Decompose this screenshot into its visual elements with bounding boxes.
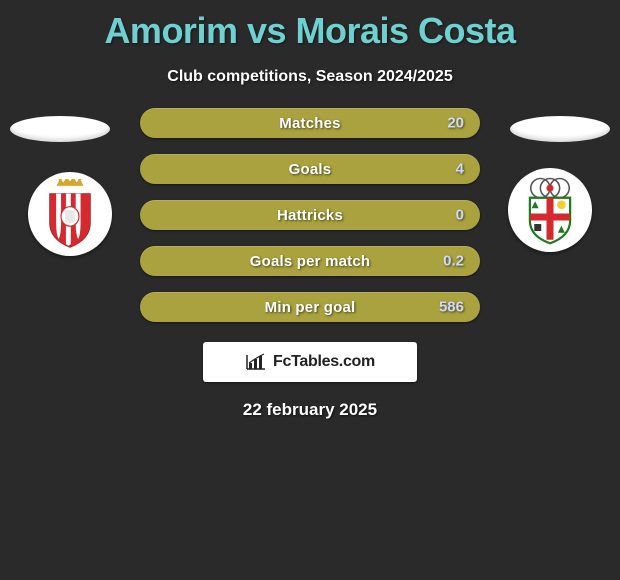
stat-label: Goals bbox=[289, 161, 332, 178]
comparison-section: Matches 20 Goals 4 Hattricks 0 Goals per… bbox=[0, 108, 620, 420]
stat-row-hattricks: Hattricks 0 bbox=[140, 200, 480, 230]
stat-label: Min per goal bbox=[265, 299, 356, 316]
page-title: Amorim vs Morais Costa bbox=[0, 0, 620, 52]
stat-rows: Matches 20 Goals 4 Hattricks 0 Goals per… bbox=[140, 108, 480, 322]
branding-badge[interactable]: FcTables.com bbox=[203, 342, 417, 382]
stat-value: 0 bbox=[456, 207, 464, 224]
stat-label: Hattricks bbox=[277, 207, 343, 224]
team-badge-left bbox=[28, 172, 112, 256]
stat-value: 20 bbox=[447, 115, 464, 132]
stat-value: 0.2 bbox=[443, 253, 464, 270]
team-badge-right bbox=[508, 168, 592, 252]
stat-value: 4 bbox=[456, 161, 464, 178]
stat-label: Goals per match bbox=[250, 253, 371, 270]
chart-bar-icon bbox=[245, 353, 267, 371]
stat-row-matches: Matches 20 bbox=[140, 108, 480, 138]
stat-row-min-per-goal: Min per goal 586 bbox=[140, 292, 480, 322]
stat-label: Matches bbox=[279, 115, 340, 132]
penafiel-crest-icon bbox=[35, 179, 105, 249]
decorative-oval-left bbox=[10, 116, 110, 142]
decorative-oval-right bbox=[510, 116, 610, 142]
stat-value: 586 bbox=[439, 299, 464, 316]
stat-row-goals: Goals 4 bbox=[140, 154, 480, 184]
footer-date: 22 february 2025 bbox=[0, 400, 620, 420]
page-subtitle: Club competitions, Season 2024/2025 bbox=[0, 68, 620, 86]
branding-text: FcTables.com bbox=[273, 353, 375, 371]
pacos-crest-icon bbox=[515, 175, 585, 245]
stat-row-goals-per-match: Goals per match 0.2 bbox=[140, 246, 480, 276]
